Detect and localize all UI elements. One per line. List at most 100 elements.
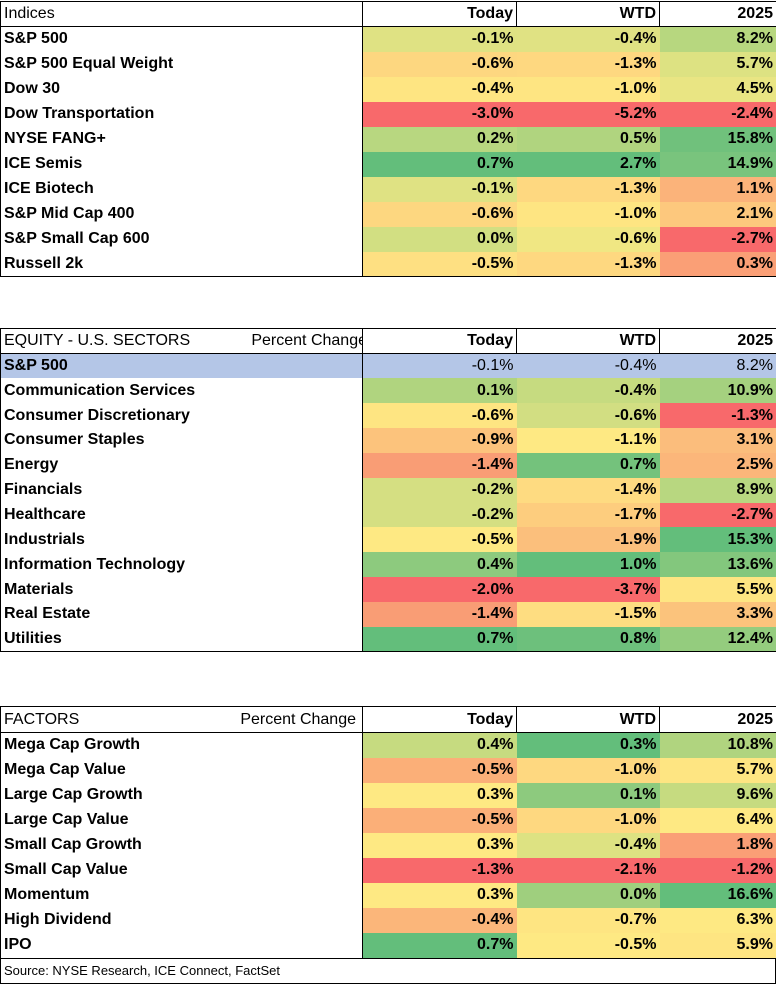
indices-row-today: -0.6%: [362, 51, 517, 77]
indices-row-ytd: 0.3%: [659, 251, 776, 277]
indices-row: ICE Biotech -0.1% -1.3% 1.1%: [0, 176, 776, 202]
factors-row: Large Cap Growth 0.3% 0.1% 9.6%: [0, 782, 776, 808]
indices-header-today: Today: [362, 1, 517, 27]
sectors-row-wtd: -3.7%: [516, 577, 660, 602]
sectors-row: Consumer Discretionary -0.6% -0.6% -1.3%: [0, 403, 776, 429]
indices-header-wtd: WTD: [516, 1, 660, 27]
factors-row-today: -1.3%: [362, 857, 517, 883]
sectors-row-ytd: 3.3%: [659, 601, 776, 627]
sectors-row-today: 0.7%: [362, 626, 517, 653]
sectors-header-ytd: 2025: [659, 328, 776, 354]
indices-row-ytd: 5.7%: [659, 51, 776, 77]
indices-row-name: ICE Semis: [0, 151, 363, 177]
indices-row: Dow Transportation -3.0% -5.2% -2.4%: [0, 101, 776, 127]
indices-header-label: Indices: [0, 1, 363, 27]
indices-row-wtd: -1.3%: [516, 51, 660, 77]
sectors-row-name: Healthcare: [0, 502, 363, 528]
sectors-table: EQUITY - U.S. SECTORS Percent Change Tod…: [0, 328, 776, 653]
sectors-row: Financials -0.2% -1.4% 8.9%: [0, 477, 776, 503]
factors-row-wtd: 0.0%: [516, 882, 660, 908]
factors-row-name: Momentum: [0, 882, 363, 908]
indices-row: ICE Semis 0.7% 2.7% 14.9%: [0, 151, 776, 177]
factors-row-wtd: -0.5%: [516, 932, 660, 958]
indices-row-wtd: -1.0%: [516, 201, 660, 227]
indices-row-today: -0.6%: [362, 201, 517, 227]
sectors-row-ytd: 8.9%: [659, 477, 776, 503]
indices-row: S&P 500 Equal Weight -0.6% -1.3% 5.7%: [0, 51, 776, 77]
sectors-row-ytd: 5.5%: [659, 577, 776, 602]
sectors-row-wtd: -1.1%: [516, 428, 660, 453]
factors-row-ytd: 6.4%: [659, 807, 776, 833]
indices-table: Indices Today WTD 2025 S&P 500 -0.1% -0.4%…: [0, 1, 776, 277]
indices-header-ytd: 2025: [659, 1, 776, 27]
factors-row-ytd: 9.6%: [659, 782, 776, 808]
factors-row-ytd: -1.2%: [659, 857, 776, 883]
indices-row-wtd: 2.7%: [516, 151, 660, 177]
indices-row-name: S&P 500 Equal Weight: [0, 51, 363, 77]
sectors-row-name: Materials: [0, 577, 363, 602]
factors-table: FACTORS Percent Change Today WTD 2025 Me…: [0, 706, 776, 958]
sectors-row: Communication Services 0.1% -0.4% 10.9%: [0, 378, 776, 404]
factors-row: Large Cap Value -0.5% -1.0% 6.4%: [0, 807, 776, 833]
sectors-row-ytd: 12.4%: [659, 626, 776, 653]
indices-row: Russell 2k -0.5% -1.3% 0.3%: [0, 251, 776, 277]
factors-row-today: 0.3%: [362, 782, 517, 808]
sectors-row-ytd: 10.9%: [659, 378, 776, 404]
indices-row-wtd: -0.6%: [516, 226, 660, 252]
factors-row-ytd: 1.8%: [659, 832, 776, 858]
sectors-row-today: -1.4%: [362, 601, 517, 627]
indices-row-name: ICE Biotech: [0, 176, 363, 202]
indices-row-name: Russell 2k: [0, 251, 363, 277]
sectors-row-name: Energy: [0, 452, 363, 478]
sectors-row-name: Utilities: [0, 626, 363, 653]
sectors-row-wtd: 0.7%: [516, 452, 660, 478]
sectors-row-name: Real Estate: [0, 601, 363, 627]
sectors-row-wtd: 0.8%: [516, 626, 660, 653]
sectors-row: Consumer Staples -0.9% -1.1% 3.1%: [0, 428, 776, 453]
factors-row-name: Small Cap Value: [0, 857, 363, 883]
sectors-benchmark-row: S&P 500 -0.1% -0.4% 8.2%: [0, 353, 776, 379]
indices-row: S&P Small Cap 600 0.0% -0.6% -2.7%: [0, 226, 776, 252]
sectors-row-name: Industrials: [0, 527, 363, 553]
sectors-row-today: -0.2%: [362, 502, 517, 528]
indices-row: Dow 30 -0.4% -1.0% 4.5%: [0, 76, 776, 102]
factors-row-today: 0.7%: [362, 932, 517, 958]
factors-row-wtd: -2.1%: [516, 857, 660, 883]
indices-row-name: Dow 30: [0, 76, 363, 102]
indices-row-today: 0.2%: [362, 126, 517, 152]
sectors-row: Real Estate -1.4% -1.5% 3.3%: [0, 601, 776, 627]
factors-row-wtd: -1.0%: [516, 757, 660, 783]
factors-row-today: -0.5%: [362, 757, 517, 783]
indices-row-ytd: 14.9%: [659, 151, 776, 177]
factors-row: Small Cap Growth 0.3% -0.4% 1.8%: [0, 832, 776, 858]
indices-row-ytd: 1.1%: [659, 176, 776, 202]
factors-header-title: FACTORS: [4, 710, 80, 728]
sectors-row-ytd: 13.6%: [659, 552, 776, 578]
indices-row-today: 0.0%: [362, 226, 517, 252]
factors-row-name: IPO: [0, 932, 363, 958]
sectors-row: Utilities 0.7% 0.8% 12.4%: [0, 626, 776, 653]
sectors-row: Energy -1.4% 0.7% 2.5%: [0, 452, 776, 478]
sectors-benchmark-ytd: 8.2%: [659, 353, 776, 379]
sectors-row-wtd: -1.5%: [516, 601, 660, 627]
sectors-row-today: -0.5%: [362, 527, 517, 553]
sectors-row-wtd: -1.9%: [516, 527, 660, 553]
indices-row-wtd: 0.5%: [516, 126, 660, 152]
factors-row-wtd: 0.3%: [516, 732, 660, 758]
indices-header-row: Indices Today WTD 2025: [0, 1, 776, 27]
factors-row-wtd: -0.4%: [516, 832, 660, 858]
factors-row: Mega Cap Value -0.5% -1.0% 5.7%: [0, 757, 776, 783]
sectors-header-label: EQUITY - U.S. SECTORS Percent Change: [0, 328, 363, 354]
factors-row-today: 0.3%: [362, 832, 517, 858]
indices-row-name: S&P 500: [0, 26, 363, 52]
indices-row-today: -0.1%: [362, 26, 517, 52]
factors-row-today: -0.4%: [362, 907, 517, 933]
factors-header-row: FACTORS Percent Change Today WTD 2025: [0, 706, 776, 733]
indices-row-today: 0.7%: [362, 151, 517, 177]
sectors-row-name: Information Technology: [0, 552, 363, 578]
factors-row: IPO 0.7% -0.5% 5.9%: [0, 932, 776, 958]
sectors-row-ytd: -1.3%: [659, 403, 776, 429]
indices-row-ytd: 15.8%: [659, 126, 776, 152]
sectors-header-wtd: WTD: [516, 328, 660, 354]
sectors-header-row: EQUITY - U.S. SECTORS Percent Change Tod…: [0, 328, 776, 354]
